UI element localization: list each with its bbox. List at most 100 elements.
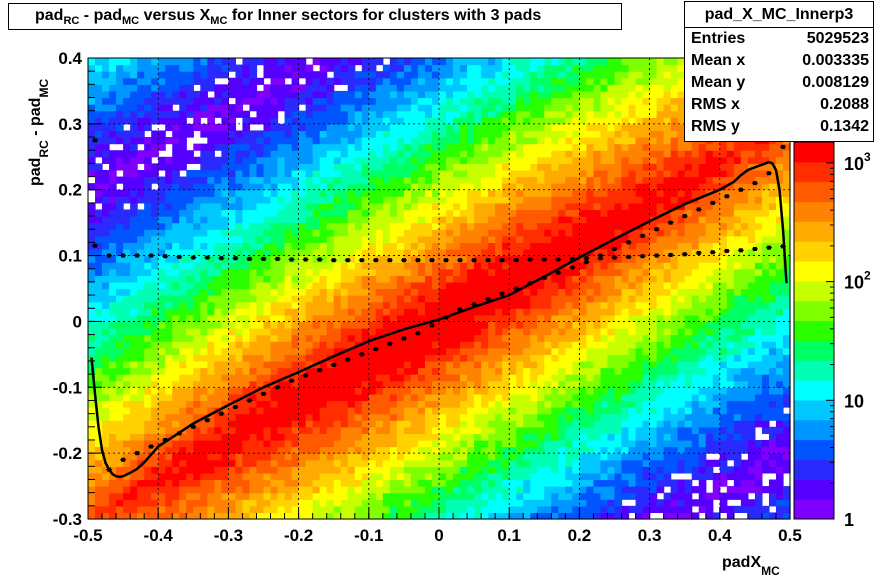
heatmap-cell [172,413,180,421]
heatmap-cell [424,242,433,250]
heatmap-cell [88,84,96,92]
heatmap-cell [502,110,510,118]
heatmap-cell [361,439,370,448]
heatmap-cell [474,58,482,66]
heatmap-cell [319,229,328,237]
heatmap-cell [123,176,131,184]
heatmap-cell [474,295,482,303]
heatmap-cell [417,354,426,362]
heatmap-cell [256,104,265,112]
heatmap-cell [410,123,419,132]
heatmap-cell [488,248,496,257]
heatmap-cell [193,183,201,191]
heatmap-cell [565,90,573,99]
heatmap-cell [193,374,201,382]
heatmap-cell [235,156,244,164]
heatmap-cell [361,328,370,336]
heatmap-cell [488,360,496,369]
heatmap-cell [439,453,447,461]
heatmap-cell [130,176,138,184]
heatmap-cell [361,262,370,270]
heatmap-cell [460,77,468,85]
heatmap-cell [495,407,503,415]
heatmap-cell [417,71,426,79]
heatmap-cell [481,248,489,257]
heatmap-cell [130,446,138,454]
heatmap-cell [200,347,208,355]
heatmap-cell [193,433,201,441]
heatmap-cell [354,439,363,448]
heatmap-cell [389,446,398,454]
heatmap-cell [537,472,545,481]
heatmap-cell [537,248,545,257]
heatmap-cell [565,235,573,243]
heatmap-cell [326,341,335,349]
heatmap-cell [544,268,552,276]
heatmap-cell [319,84,328,92]
heatmap-cell [305,433,314,441]
heatmap-cell [193,229,201,237]
heatmap-cell [495,354,503,362]
heatmap-cell [347,104,356,112]
heatmap-cell [263,110,272,118]
heatmap-cell [137,176,145,184]
heatmap-cell [530,420,538,428]
heatmap-cell [446,104,454,112]
heatmap-cell [263,235,272,243]
heatmap-cell [389,492,398,500]
heatmap-cell [474,341,482,349]
heatmap-cell [270,308,279,316]
heatmap-cell [439,242,447,250]
heatmap-cell [179,242,187,250]
heatmap-cell [312,209,321,217]
heatmap-cell [523,77,531,85]
heatmap-cell [158,354,166,362]
heatmap-cell [95,341,103,349]
heatmap-cell [417,64,426,72]
heatmap-cell [488,328,496,336]
heatmap-cell [151,308,159,316]
heatmap-cell [284,130,293,138]
heatmap-cell [523,433,531,441]
heatmap-cell [263,400,272,408]
heatmap-cell [235,268,244,276]
heatmap-cell [312,420,321,428]
heatmap-cell [228,407,237,415]
heatmap-cell [340,268,349,276]
heatmap-cell [417,137,426,145]
heatmap-cell [558,505,566,514]
heatmap-cell [95,486,103,494]
heatmap-cell [453,209,461,217]
heatmap-cell [263,505,272,514]
heatmap-cell [586,341,595,349]
heatmap-cell [249,104,258,112]
heatmap-cell [151,110,159,118]
heatmap-cell [305,110,314,118]
heatmap-cell [431,202,440,211]
heatmap-cell [389,334,398,342]
heatmap-cell [361,334,370,342]
heatmap-cell [537,341,545,349]
heatmap-cell [88,505,96,514]
heatmap-cell [361,380,370,388]
heatmap-cell [109,407,117,415]
heatmap-cell [116,321,124,329]
heatmap-cell [116,486,124,494]
heatmap-cell [530,314,538,323]
heatmap-cell [305,314,314,323]
heatmap-cell [312,137,321,145]
heatmap-cell [495,248,503,257]
heatmap-cell [88,479,96,487]
heatmap-cell [186,479,194,487]
heatmap-cell [158,433,166,441]
heatmap-cell [242,275,251,283]
heatmap-cell [572,446,580,454]
heatmap-cell [179,216,187,224]
heatmap-cell [270,413,279,421]
heatmap-cell [347,242,356,250]
heatmap-cell [354,229,363,237]
heatmap-cell [228,288,237,296]
heatmap-cell [249,433,258,441]
heatmap-cell [116,341,124,349]
heatmap-cell [214,90,222,99]
